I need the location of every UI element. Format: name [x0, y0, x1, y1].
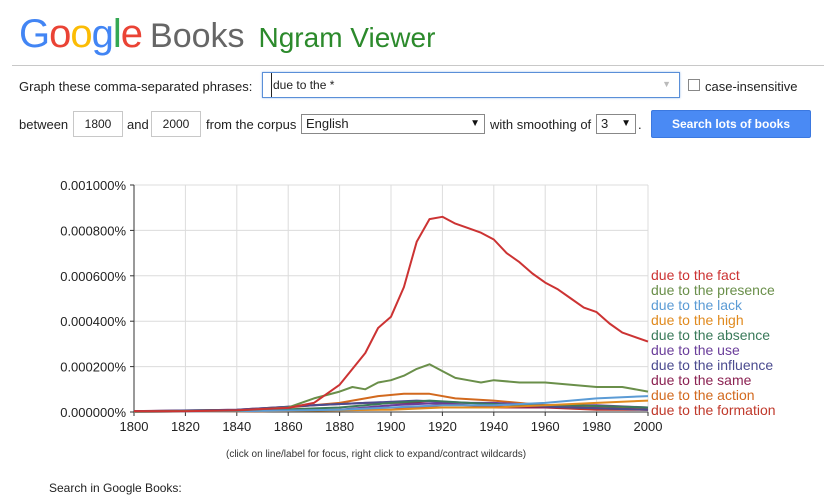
case-insensitive-label: case-insensitive	[705, 79, 798, 94]
header-divider	[12, 65, 824, 66]
y-tick-label: 0.000600%	[60, 269, 126, 284]
x-tick-label: 1840	[222, 419, 251, 434]
logo-letter: o	[49, 12, 71, 56]
x-tick-label: 2000	[634, 419, 663, 434]
y-tick-label: 0.000200%	[60, 360, 126, 375]
period-text: .	[638, 117, 642, 132]
corpus-value: English	[306, 116, 349, 131]
smoothing-label: with smoothing of	[490, 117, 592, 132]
x-tick-label: 1960	[531, 419, 560, 434]
chart-axes: 1800 1820 1840 1860 1880 1900 1920 1940 1960 1980…	[60, 178, 662, 434]
legend-entry[interactable]: due to the fact	[651, 267, 740, 283]
logo-letter: o	[70, 12, 92, 56]
logo-letter: g	[91, 12, 114, 56]
x-tick-label: 1920	[428, 419, 457, 434]
legend-entry[interactable]: due to the presence	[651, 282, 775, 298]
dropdown-arrow-icon[interactable]: ▼	[662, 79, 671, 89]
y-tick-label: 0.000400%	[60, 314, 126, 329]
google-wordmark: Google	[19, 12, 143, 57]
series-line[interactable]	[133, 395, 649, 413]
legend-entry[interactable]: due to the influence	[651, 357, 773, 373]
legend-entry[interactable]: due to the high	[651, 312, 744, 328]
y-tick-label: 0.000800%	[60, 223, 126, 238]
search-button[interactable]: Search lots of books	[651, 110, 811, 138]
smoothing-dropdown-icon: ▼	[621, 118, 631, 129]
legend-entry[interactable]: due to the same	[651, 372, 752, 388]
start-year-input[interactable]	[73, 111, 123, 137]
phrases-input[interactable]	[271, 73, 655, 97]
y-tick-label: 0.001000%	[60, 178, 126, 193]
and-label: and	[127, 117, 149, 132]
x-tick-label: 1940	[479, 419, 508, 434]
x-tick-label: 1800	[120, 419, 149, 434]
google-books-logo[interactable]: Google Books Ngram Viewer	[19, 12, 435, 60]
corpus-dropdown-icon: ▼	[470, 118, 480, 129]
x-tick-label: 1820	[171, 419, 200, 434]
x-tick-label: 1860	[274, 419, 303, 434]
series-line[interactable]	[133, 363, 649, 413]
between-label: between	[19, 117, 69, 132]
corpus-label: from the corpus	[206, 117, 297, 132]
logo-letter: e	[120, 12, 143, 56]
case-insensitive-checkbox[interactable]	[688, 79, 700, 91]
end-year-input[interactable]	[151, 111, 201, 137]
smoothing-value: 3	[601, 116, 609, 131]
legend-entry[interactable]: due to the use	[651, 342, 740, 358]
logo-letter: G	[19, 12, 50, 56]
x-tick-label: 1980	[582, 419, 611, 434]
legend-entry[interactable]: due to the formation	[651, 402, 776, 418]
ngram-viewer-title: Ngram Viewer	[258, 22, 436, 53]
legend-entry[interactable]: due to the action	[651, 387, 755, 403]
ngram-chart[interactable]: 1800 1820 1840 1860 1880 1900 1920 1940 1960 1980…	[0, 0, 833, 470]
phrases-label: Graph these comma-separated phrases:	[19, 79, 253, 94]
books-wordmark: Books	[150, 17, 245, 55]
chart-lines	[133, 215, 649, 413]
y-tick-label: 0.000000%	[60, 405, 126, 420]
corpus-select[interactable]: English ▼	[301, 114, 485, 134]
legend-entry[interactable]: due to the absence	[651, 327, 770, 343]
x-tick-label: 1880	[325, 419, 354, 434]
search-in-google-books-label: Search in Google Books:	[49, 481, 182, 495]
chart-instructions: (click on line/label for focus, right cl…	[226, 449, 527, 460]
x-tick-label: 1900	[377, 419, 406, 434]
legend-entry[interactable]: due to the lack	[651, 297, 743, 313]
phrases-input-box[interactable]: ▼	[262, 72, 680, 98]
smoothing-select[interactable]: 3 ▼	[596, 114, 636, 134]
series-line[interactable]	[133, 215, 649, 413]
logo-letter: l	[112, 12, 122, 56]
